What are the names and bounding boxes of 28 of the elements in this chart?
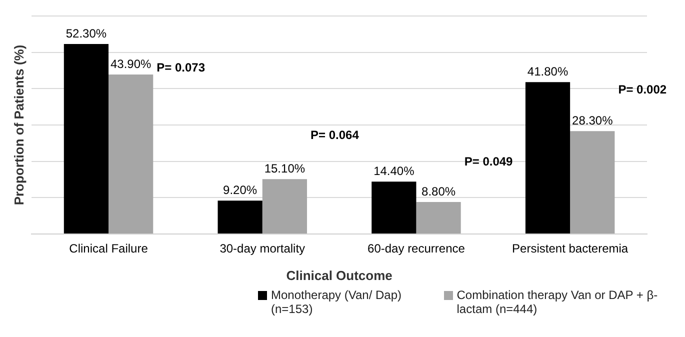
data-label: 28.30%: [572, 113, 614, 128]
data-label: 41.80%: [527, 64, 568, 78]
data-label: 43.90%: [110, 56, 152, 71]
bar: [64, 44, 109, 234]
annotation: P= 0.073: [156, 60, 206, 75]
bar: [108, 74, 154, 234]
annotation: P= 0.002: [618, 82, 667, 96]
x-tick-label: 60-day recurrence: [368, 242, 466, 256]
legend-label: Monotherapy (Van/ Dap) (n=153): [271, 288, 403, 316]
bar: [416, 202, 461, 234]
data-label: 14.40%: [374, 164, 415, 178]
bar: [525, 82, 570, 234]
x-tick-label: Clinical Failure: [69, 242, 148, 256]
bar: [262, 179, 307, 234]
x-tick-label: Persistent bacteremia: [512, 242, 628, 256]
annotation: P= 0.049: [464, 154, 514, 168]
y-axis-title: Proportion of Patients (%): [11, 44, 26, 206]
data-label: 15.10%: [264, 161, 306, 176]
bar: [570, 131, 615, 234]
annotation: P= 0.064: [310, 128, 360, 142]
bar: [218, 200, 262, 234]
data-label: 9.20%: [223, 182, 258, 197]
data-label: 52.30%: [66, 26, 107, 40]
bar: [372, 182, 416, 234]
x-tick-label: 30-day mortality: [220, 242, 306, 256]
legend-label: Combination therapy Van or DAP + β- lactam (n=444): [456, 288, 659, 316]
x-axis-title: Clinical Outcome: [286, 268, 392, 283]
data-label: 8.80%: [422, 184, 456, 198]
